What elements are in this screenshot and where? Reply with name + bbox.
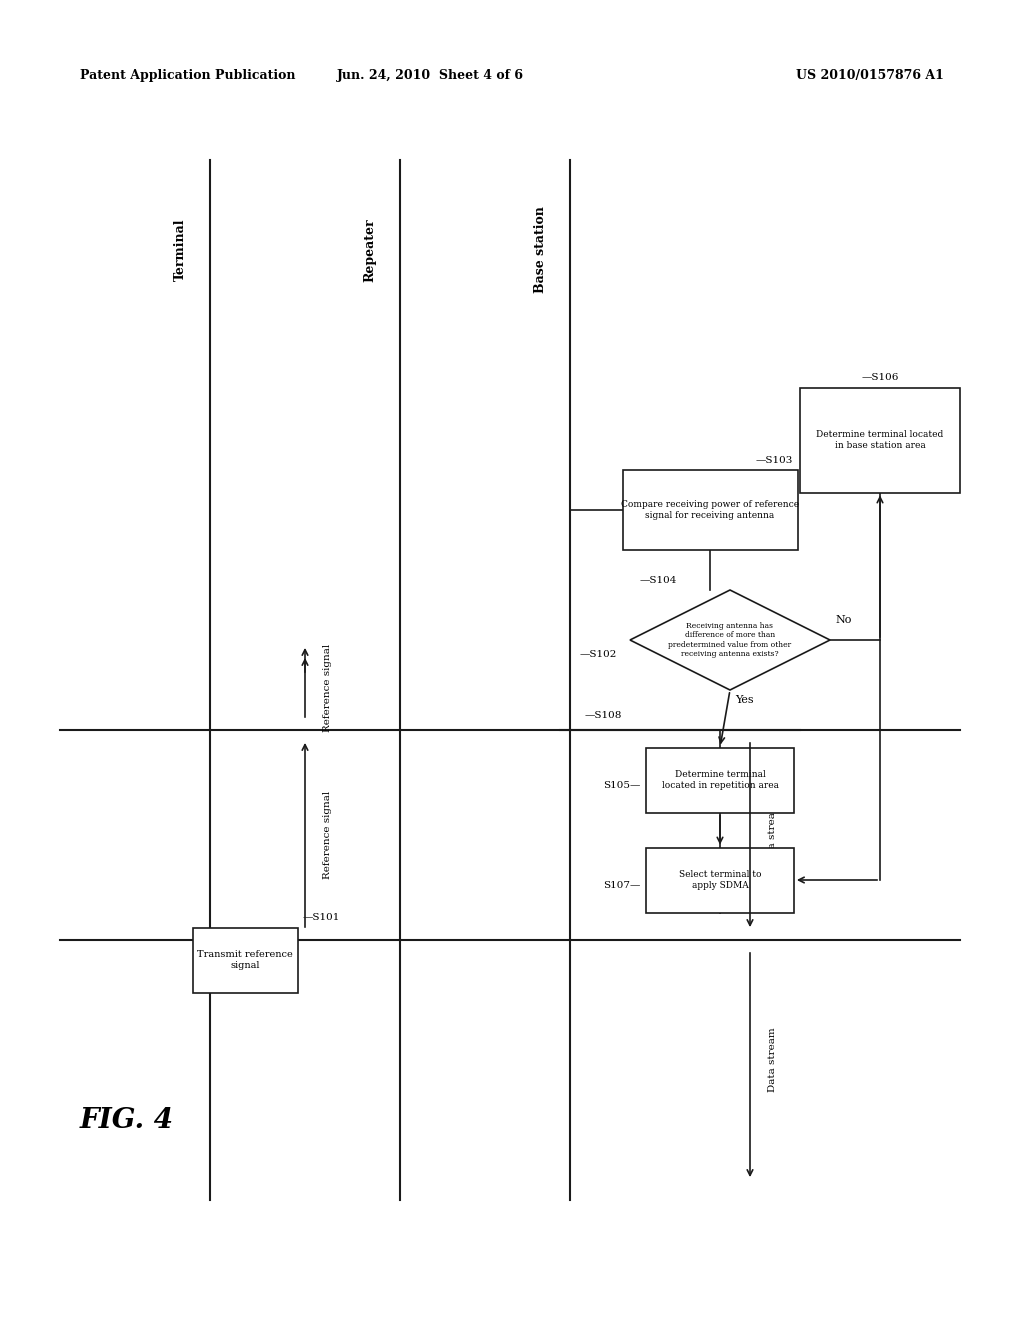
- Bar: [646, 847, 794, 912]
- Bar: [623, 470, 798, 550]
- Text: Patent Application Publication: Patent Application Publication: [80, 69, 296, 82]
- Text: Compare receiving power of reference
signal for receiving antenna: Compare receiving power of reference sig…: [621, 500, 799, 520]
- Bar: [646, 747, 794, 813]
- Text: —S106: —S106: [861, 374, 899, 383]
- Text: Receiving antenna has
difference of more than
predetermined value from other
rec: Receiving antenna has difference of more…: [669, 622, 792, 657]
- Text: Yes: Yes: [735, 696, 754, 705]
- Text: Jun. 24, 2010  Sheet 4 of 6: Jun. 24, 2010 Sheet 4 of 6: [337, 69, 523, 82]
- Text: Reference signal: Reference signal: [323, 643, 332, 731]
- Text: S105—: S105—: [603, 780, 641, 789]
- Text: —S102: —S102: [580, 649, 617, 659]
- Text: Transmit reference
signal: Transmit reference signal: [198, 950, 293, 970]
- Text: Data stream: Data stream: [768, 1028, 777, 1093]
- Text: Determine terminal
located in repetition area: Determine terminal located in repetition…: [662, 771, 778, 789]
- Text: Base station: Base station: [534, 206, 547, 293]
- Bar: [800, 388, 961, 492]
- Text: S107—: S107—: [603, 880, 641, 890]
- Polygon shape: [630, 590, 830, 690]
- Text: No: No: [835, 615, 851, 624]
- Text: Terminal: Terminal: [173, 219, 186, 281]
- Text: —S104: —S104: [640, 576, 677, 585]
- Text: —S103: —S103: [755, 455, 793, 465]
- Text: Determine terminal located
in base station area: Determine terminal located in base stati…: [816, 430, 944, 450]
- Text: Reference signal: Reference signal: [323, 791, 332, 879]
- Text: US 2010/0157876 A1: US 2010/0157876 A1: [796, 69, 944, 82]
- Text: —S101: —S101: [302, 913, 340, 923]
- Text: Repeater: Repeater: [364, 218, 377, 281]
- Text: Select terminal to
apply SDMA: Select terminal to apply SDMA: [679, 870, 761, 890]
- Text: —S108: —S108: [585, 711, 623, 719]
- Text: Data stream: Data stream: [768, 803, 777, 867]
- Text: FIG. 4: FIG. 4: [80, 1106, 174, 1134]
- Bar: [193, 928, 298, 993]
